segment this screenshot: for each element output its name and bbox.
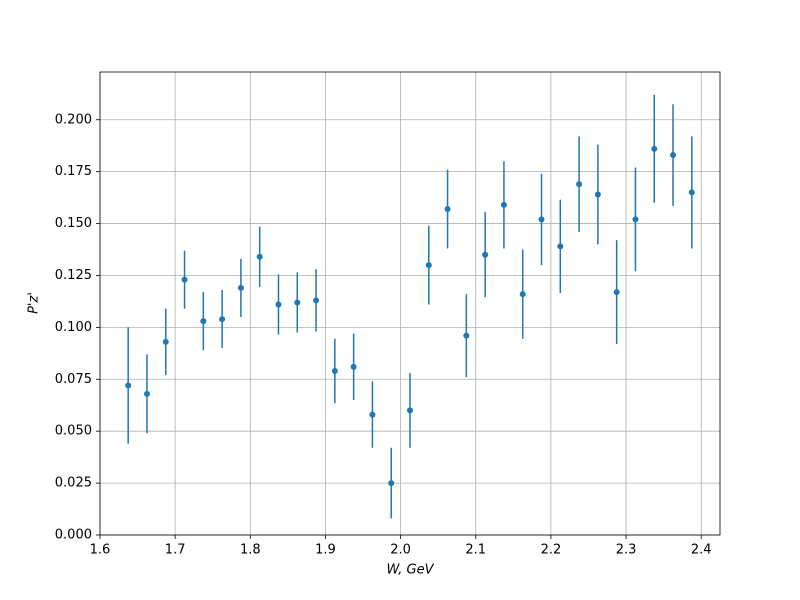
data-point (369, 411, 376, 418)
data-point (613, 289, 620, 296)
data-point (688, 189, 695, 196)
data-point (275, 301, 282, 308)
data-point (576, 181, 583, 188)
x-axis-label: W, GeV (386, 563, 434, 578)
x-tick-label: 2.3 (616, 543, 637, 558)
data-point (557, 243, 564, 250)
y-axis-label: P'z' (27, 292, 42, 314)
data-point (670, 152, 677, 159)
y-tick-label: 0.175 (55, 164, 92, 179)
data-point (594, 191, 601, 198)
x-tick-label: 2.4 (691, 543, 712, 558)
data-point (425, 262, 432, 269)
y-tick-label: 0.100 (55, 320, 92, 335)
data-point (651, 145, 658, 152)
x-tick-label: 1.6 (90, 543, 111, 558)
data-point (162, 338, 169, 345)
x-tick-label: 1.7 (165, 543, 186, 558)
y-tick-label: 0.075 (55, 372, 92, 387)
data-point (444, 206, 451, 213)
x-tick-label: 1.9 (315, 543, 336, 558)
data-point (181, 276, 188, 283)
data-point (500, 201, 507, 208)
data-point (519, 291, 526, 298)
data-point (632, 216, 639, 223)
y-tick-label: 0.200 (55, 112, 92, 127)
data-point (313, 297, 320, 304)
data-point (538, 216, 545, 223)
data-point (219, 316, 226, 323)
x-tick-label: 2.1 (465, 543, 486, 558)
data-point (125, 382, 132, 389)
x-tick-label: 1.8 (240, 543, 261, 558)
data-point (407, 407, 413, 414)
data-point (388, 480, 395, 487)
data-point (237, 284, 244, 291)
y-tick-label: 0.025 (55, 476, 92, 491)
data-point (143, 390, 150, 397)
y-tick-label: 0.050 (55, 424, 92, 439)
marks-layer (125, 94, 695, 519)
y-tick-label: 0.150 (55, 216, 92, 231)
x-tick-label: 2.0 (390, 543, 411, 558)
data-point (200, 318, 207, 325)
data-point (482, 251, 489, 258)
data-point (350, 363, 357, 370)
y-tick-label: 0.000 (55, 528, 92, 543)
x-tick-label: 2.2 (541, 543, 562, 558)
plot-frame (99, 71, 721, 536)
data-point (294, 299, 301, 306)
y-tick-label: 0.125 (55, 268, 92, 283)
data-point (256, 253, 263, 260)
data-point (463, 332, 470, 339)
data-point (331, 367, 338, 374)
